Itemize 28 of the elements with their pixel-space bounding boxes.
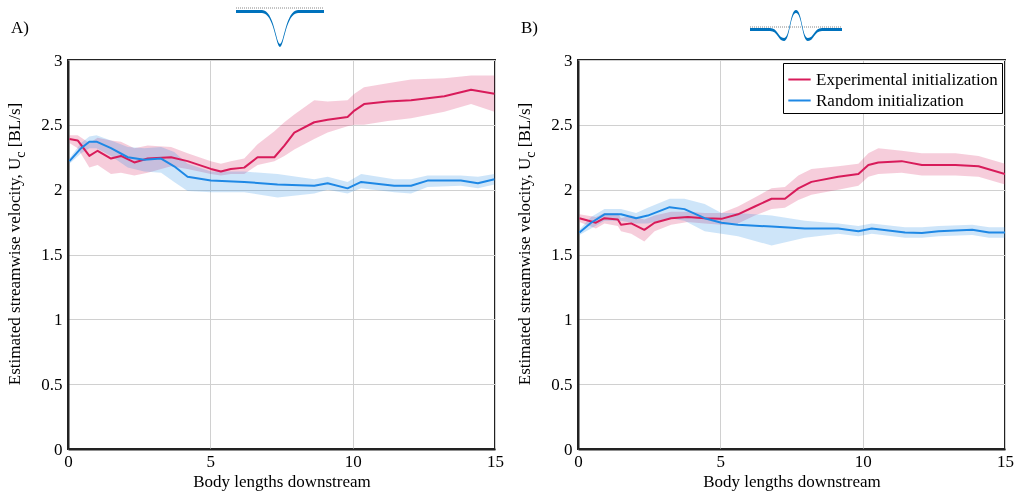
- legend-label: Experimental initialization: [816, 69, 999, 89]
- y-tick-label: 0.5: [41, 374, 63, 394]
- chart-title: B): [521, 18, 538, 37]
- line-series: [68, 88, 495, 173]
- y-tick-label: 0.5: [551, 374, 573, 394]
- line-series: [68, 140, 495, 190]
- y-tick-label: 3: [564, 50, 573, 70]
- y-tick-label: 2.5: [41, 115, 63, 135]
- y-tick-label: 2.5: [551, 115, 573, 135]
- line-series: [578, 206, 1005, 235]
- x-tick-label: 10: [344, 451, 362, 471]
- line-series: [578, 160, 1005, 231]
- x-axis-title: Body lengths downstream: [193, 471, 371, 491]
- y-tick-label: 3: [54, 50, 63, 70]
- y-tick-label: 1: [54, 309, 63, 329]
- x-tick-label: 15: [997, 451, 1014, 471]
- x-tick-label: 10: [854, 451, 872, 471]
- chart-title: A): [11, 18, 29, 37]
- x-tick-label: 5: [716, 451, 726, 471]
- x-axis-title: Body lengths downstream: [703, 471, 881, 491]
- y-tick-label: 2: [564, 180, 573, 200]
- y-tick-label: 1: [564, 309, 573, 329]
- y-tick-label: 1.5: [551, 245, 573, 264]
- x-tick-label: 5: [206, 451, 216, 471]
- y-tick-label: 2: [54, 180, 63, 200]
- legend-label: Random initialization: [816, 90, 965, 110]
- x-tick-label: 15: [487, 451, 504, 471]
- y-tick-label: 1.5: [41, 245, 63, 264]
